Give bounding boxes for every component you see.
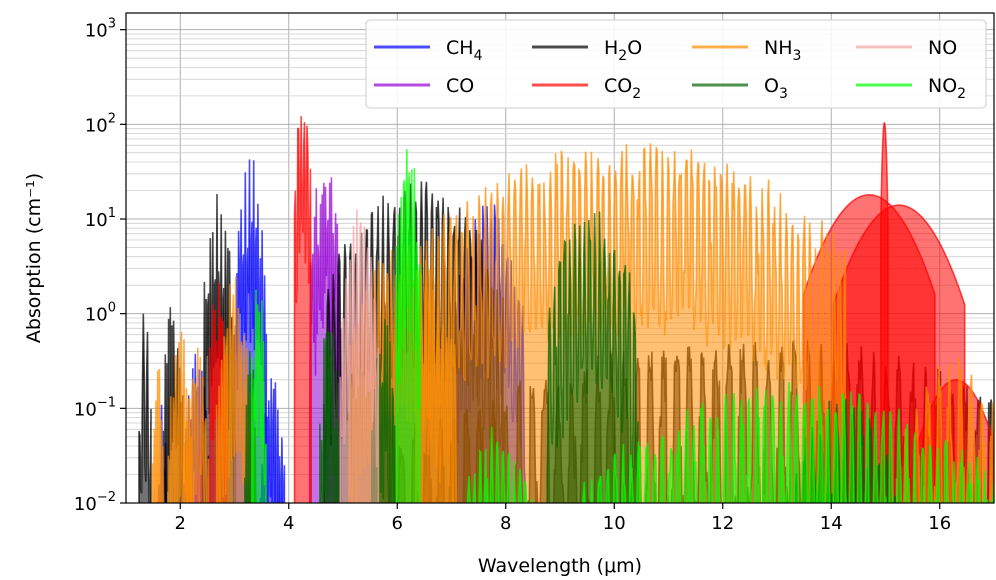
y-tick-label: 102 [85, 111, 116, 136]
x-tick-label: 16 [928, 513, 951, 534]
absorption-band [339, 209, 380, 503]
x-axis-label: Wavelength (μm) [478, 555, 642, 577]
legend: CH4 H2O NH3 NO CO CO2 O3 NO2 [365, 19, 987, 109]
legend-label: CO2 [604, 75, 641, 102]
x-tick-label: 2 [175, 513, 186, 534]
absorption-band [138, 313, 152, 503]
series-no [339, 209, 380, 503]
legend-item: CO2 [532, 75, 641, 102]
x-tick-label: 8 [500, 513, 511, 534]
absorption-band [293, 116, 312, 503]
absorption-band [251, 289, 267, 503]
axes: 2 4 6 8 10 12 14 16 10−2 10−1 100 101 102 103 [74, 17, 951, 534]
x-tick-label: 10 [603, 513, 626, 534]
absorption-band [582, 382, 994, 503]
y-tick-label: 103 [85, 17, 116, 42]
legend-box [365, 19, 987, 109]
absorption-band [546, 211, 639, 503]
plot-frame [125, 12, 995, 504]
x-tick-label: 6 [392, 513, 403, 534]
legend-label: NO2 [928, 75, 966, 102]
absorption-band [319, 330, 340, 503]
y-tick-label: 10−1 [74, 395, 116, 420]
legend-item: NH3 [692, 37, 801, 64]
legend-item: CH4 [374, 37, 483, 64]
legend-item: NO2 [856, 75, 966, 102]
legend-label: NH3 [764, 37, 801, 64]
absorption-band [151, 368, 165, 503]
absorption-band [880, 122, 889, 503]
legend-label: O3 [764, 75, 788, 102]
y-tick-label: 100 [85, 301, 116, 326]
legend-item: O3 [692, 75, 788, 102]
legend-item: NO [856, 37, 957, 59]
legend-label: NO [928, 37, 957, 59]
legend-label: H2O [604, 37, 642, 64]
x-tick-label: 14 [820, 513, 843, 534]
y-tick-label: 10−2 [74, 490, 116, 515]
series-no₂ [251, 149, 994, 503]
absorption-band [466, 426, 533, 503]
legend-label: CH4 [446, 37, 483, 64]
series-layer [138, 116, 994, 503]
y-tick-label: 101 [85, 206, 116, 231]
x-tick-label: 12 [711, 513, 734, 534]
absorption-band [395, 149, 421, 503]
legend-item: H2O [532, 37, 642, 64]
y-axis-label: Absorption (cm⁻¹) [23, 173, 45, 343]
legend-label: CO [446, 75, 474, 97]
legend-item: CO [374, 75, 474, 97]
x-tick-label: 4 [283, 513, 294, 534]
absorption-band [183, 347, 210, 503]
